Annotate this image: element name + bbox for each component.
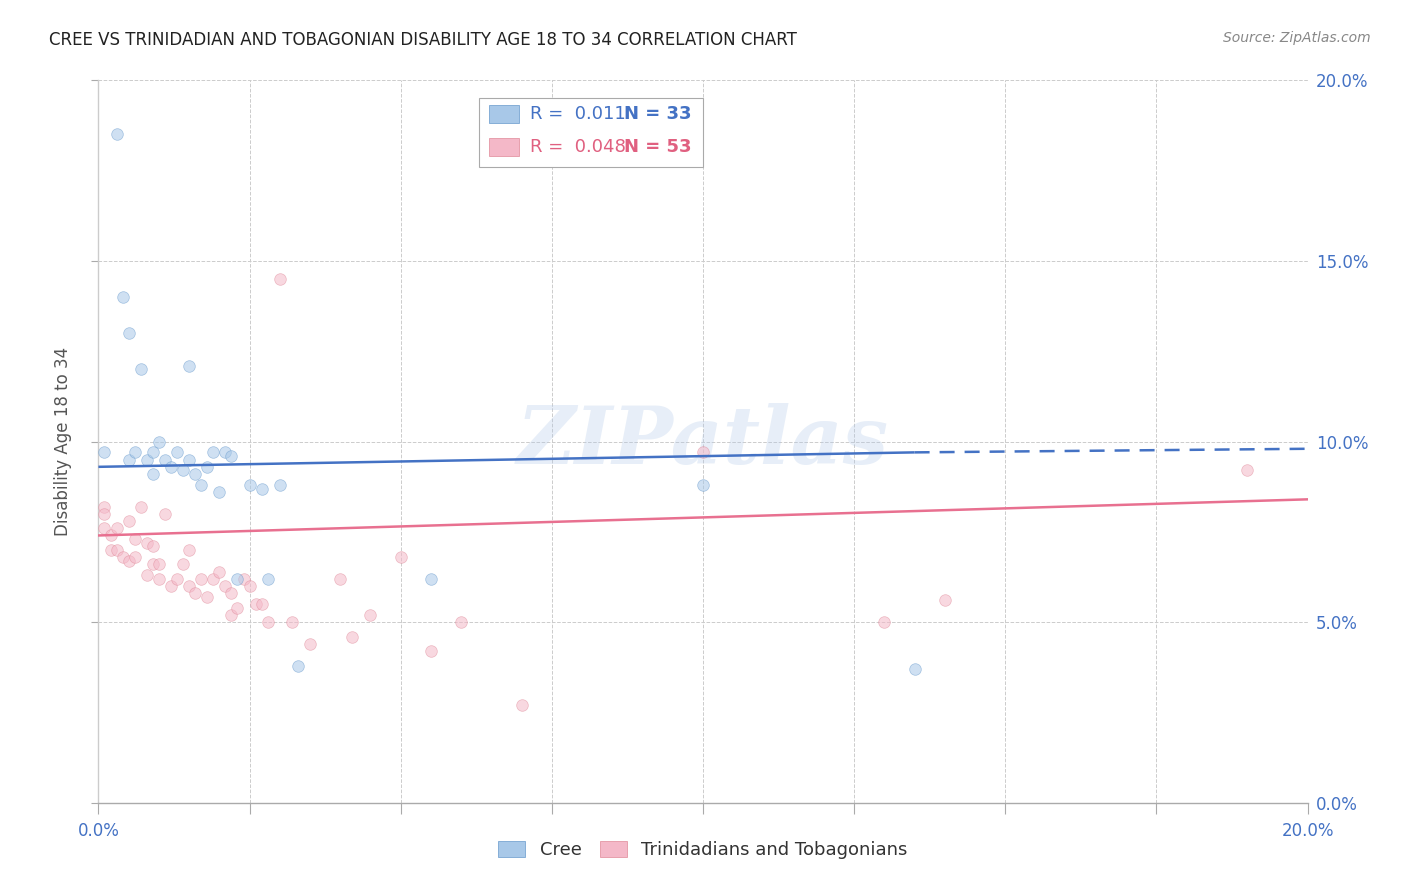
Point (256, 572, 278, 586)
Point (214, 445, 236, 459)
Point (250, 482, 273, 496)
Point (269, 272, 291, 286)
Point (1236, 463, 1258, 477)
Point (226, 572, 249, 586)
FancyBboxPatch shape (489, 137, 519, 156)
Point (100, 542, 122, 557)
Text: ZIPatlas: ZIPatlas (517, 403, 889, 480)
Point (129, 500, 152, 514)
Text: N = 33: N = 33 (624, 105, 692, 123)
Point (214, 579, 236, 593)
Point (202, 445, 225, 459)
Point (692, 478, 714, 492)
Point (172, 558, 194, 572)
Point (287, 658, 309, 673)
Point (208, 485, 231, 500)
Point (360, 607, 382, 622)
Text: Source: ZipAtlas.com: Source: ZipAtlas.com (1223, 31, 1371, 45)
Point (142, 558, 165, 572)
Point (208, 565, 231, 579)
Point (873, 615, 896, 630)
Point (105, 542, 128, 557)
Text: R =  0.048: R = 0.048 (530, 137, 626, 156)
Point (105, 128, 128, 142)
Point (160, 579, 183, 593)
Point (245, 597, 267, 611)
Point (100, 528, 122, 542)
Point (124, 445, 146, 459)
Point (129, 362, 152, 376)
Point (135, 452, 157, 467)
Point (111, 550, 134, 565)
Point (142, 539, 165, 553)
Point (190, 572, 212, 586)
Point (93, 500, 115, 514)
Point (179, 359, 201, 373)
Y-axis label: Disability Age 18 to 34: Disability Age 18 to 34 (53, 347, 72, 536)
Point (389, 550, 412, 565)
Point (179, 542, 201, 557)
Point (93, 507, 115, 521)
Point (148, 434, 170, 449)
Text: CREE VS TRINIDADIAN AND TOBAGONIAN DISABILITY AGE 18 TO 34 CORRELATION CHART: CREE VS TRINIDADIAN AND TOBAGONIAN DISAB… (49, 31, 797, 49)
Point (166, 445, 188, 459)
Point (281, 615, 304, 630)
Point (111, 290, 134, 304)
Point (329, 572, 352, 586)
Point (160, 459, 183, 474)
Point (105, 521, 128, 535)
Point (118, 326, 141, 340)
Point (202, 572, 225, 586)
Point (221, 607, 243, 622)
Point (179, 452, 201, 467)
Point (153, 507, 176, 521)
Point (124, 550, 146, 565)
Point (934, 593, 956, 607)
Point (269, 478, 291, 492)
Point (221, 449, 243, 463)
Point (256, 615, 278, 630)
Point (142, 445, 165, 459)
FancyBboxPatch shape (489, 105, 519, 123)
Point (184, 467, 207, 481)
Point (93, 521, 115, 535)
Point (904, 662, 927, 676)
Legend: Cree, Trinidadians and Tobagonians: Cree, Trinidadians and Tobagonians (491, 833, 915, 866)
Point (299, 637, 322, 651)
Point (118, 554, 141, 568)
Point (239, 579, 262, 593)
Point (232, 572, 254, 586)
Point (142, 467, 165, 481)
Point (450, 615, 472, 630)
Point (93, 445, 115, 459)
Point (135, 568, 157, 582)
Point (510, 698, 533, 713)
Point (153, 452, 176, 467)
Point (166, 572, 188, 586)
Text: N = 53: N = 53 (624, 137, 692, 156)
Point (148, 558, 170, 572)
Point (226, 600, 249, 615)
Point (118, 452, 141, 467)
Point (342, 630, 364, 644)
Point (135, 535, 157, 549)
FancyBboxPatch shape (479, 98, 703, 167)
Point (118, 514, 141, 528)
Point (195, 590, 218, 604)
Point (692, 445, 714, 459)
Point (184, 586, 207, 600)
Point (420, 572, 443, 586)
Point (420, 644, 443, 658)
Point (250, 597, 273, 611)
Point (195, 459, 218, 474)
Point (148, 572, 170, 586)
Point (172, 463, 194, 477)
Point (179, 579, 201, 593)
Text: R =  0.011: R = 0.011 (530, 105, 626, 123)
Point (124, 532, 146, 546)
Point (190, 478, 212, 492)
Point (221, 586, 243, 600)
Point (239, 478, 262, 492)
